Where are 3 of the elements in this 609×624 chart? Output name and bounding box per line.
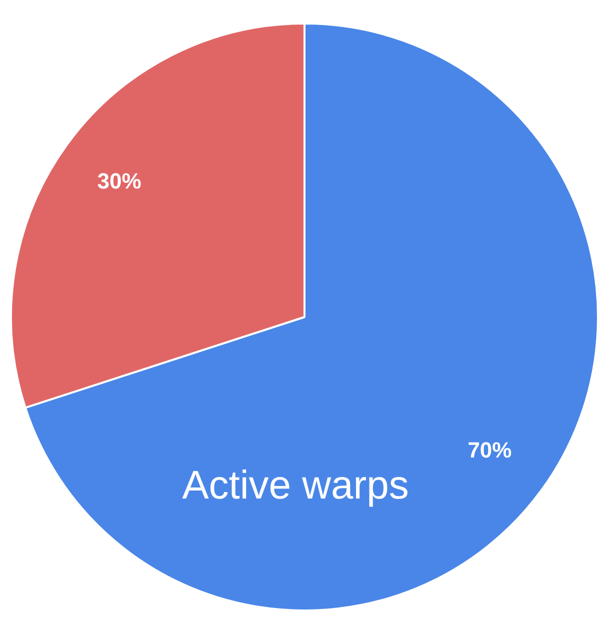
- data-label: 70%: [468, 438, 512, 463]
- slice-label: Active warps: [182, 463, 409, 508]
- data-label: 30%: [97, 168, 142, 194]
